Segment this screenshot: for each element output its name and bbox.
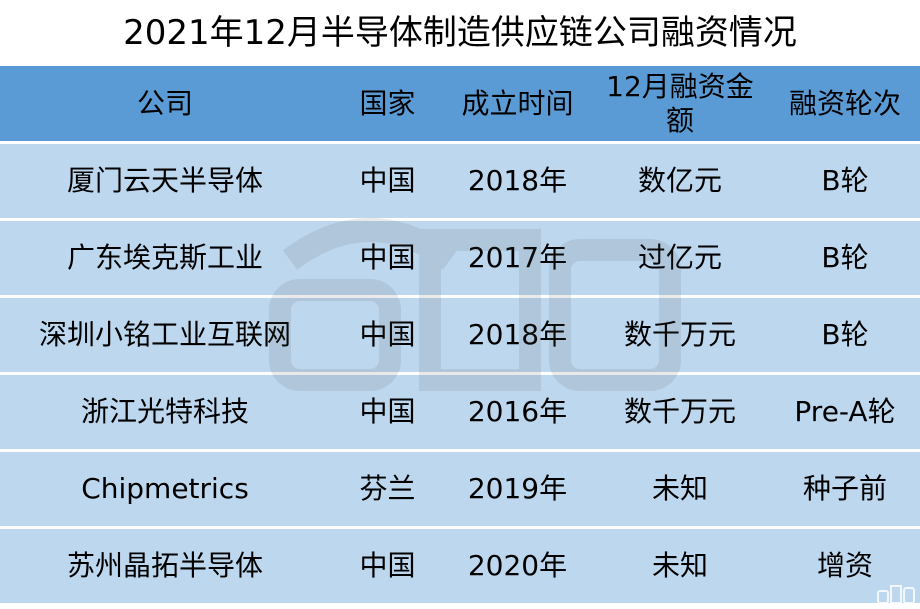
header-founded: 成立时间 [445, 66, 590, 144]
cell-founded: 2016年 [445, 373, 590, 452]
cell-amount: 数亿元 [590, 142, 770, 221]
cell-founded: 2020年 [445, 527, 590, 606]
cell-round: B轮 [770, 219, 920, 298]
cell-amount: 过亿元 [590, 219, 770, 298]
page-title: 2021年12月半导体制造供应链公司融资情况 [123, 13, 797, 53]
cell-amount: 未知 [590, 450, 770, 529]
cell-country: 中国 [330, 142, 445, 221]
cell-company: 广东埃克斯工业 [0, 219, 330, 298]
cell-country: 中国 [330, 219, 445, 298]
table-row: 深圳小铭工业互联网 中国 2018年 数千万元 B轮 [0, 296, 920, 375]
header-amount: 12月融资金额 [590, 66, 770, 144]
cell-company: 深圳小铭工业互联网 [0, 296, 330, 375]
cell-company: 厦门云天半导体 [0, 142, 330, 221]
cell-company: Chipmetrics [0, 450, 330, 529]
cell-round: Pre-A轮 [770, 373, 920, 452]
cell-founded: 2018年 [445, 142, 590, 221]
cell-company: 浙江光特科技 [0, 373, 330, 452]
cell-company: 苏州晶拓半导体 [0, 527, 330, 606]
cell-founded: 2018年 [445, 296, 590, 375]
header-country: 国家 [330, 66, 445, 144]
table-row: 浙江光特科技 中国 2016年 数千万元 Pre-A轮 [0, 373, 920, 452]
cell-founded: 2019年 [445, 450, 590, 529]
cell-round: B轮 [770, 296, 920, 375]
cell-founded: 2017年 [445, 219, 590, 298]
cell-country: 中国 [330, 527, 445, 606]
header-amount-label: 12月融资金额 [606, 69, 754, 137]
financing-table: 公司 国家 成立时间 12月融资金额 融资轮次 厦门云天半导体 中国 2018年 数亿… [0, 66, 920, 606]
cell-country: 芬兰 [330, 450, 445, 529]
table-row: 广东埃克斯工业 中国 2017年 过亿元 B轮 [0, 219, 920, 298]
cell-round: 种子前 [770, 450, 920, 529]
cell-round: B轮 [770, 142, 920, 221]
cell-country: 中国 [330, 296, 445, 375]
cell-amount: 未知 [590, 527, 770, 606]
table-header-row: 公司 国家 成立时间 12月融资金额 融资轮次 [0, 66, 920, 144]
cell-amount: 数千万元 [590, 296, 770, 375]
cell-country: 中国 [330, 373, 445, 452]
header-company: 公司 [0, 66, 330, 144]
cell-amount: 数千万元 [590, 373, 770, 452]
table-row: 厦门云天半导体 中国 2018年 数亿元 B轮 [0, 142, 920, 221]
cell-round: 增资 [770, 527, 920, 606]
table-row: 苏州晶拓半导体 中国 2020年 未知 增资 [0, 527, 920, 606]
header-round: 融资轮次 [770, 66, 920, 144]
table-row: Chipmetrics 芬兰 2019年 未知 种子前 [0, 450, 920, 529]
